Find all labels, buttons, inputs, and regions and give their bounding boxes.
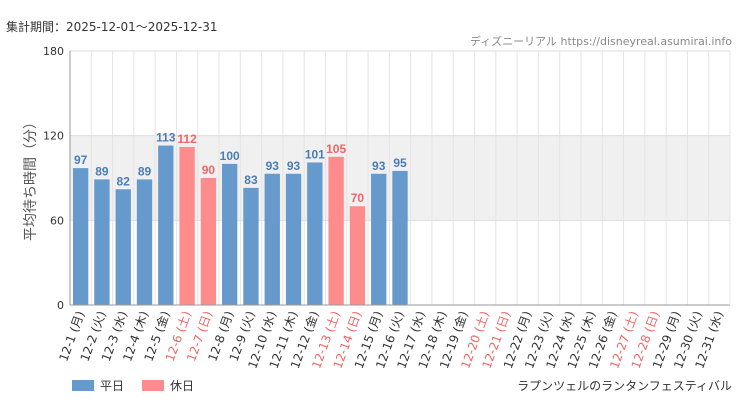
attraction-name: ラプンツェルのランタンフェスティバル	[517, 379, 732, 393]
legend-label-holiday: 休日	[170, 379, 195, 393]
bar	[158, 145, 174, 305]
bar	[94, 179, 110, 305]
y-tick-label: 60	[50, 214, 64, 227]
data-label: 93	[266, 159, 280, 173]
data-label: 105	[326, 142, 346, 156]
source-credit: ディズニーリアル https://disneyreal.asumirai.inf…	[469, 35, 732, 48]
bar	[136, 179, 153, 305]
bar	[115, 189, 131, 305]
data-label: 100	[220, 149, 240, 163]
data-label: 70	[351, 191, 365, 205]
data-label: 82	[117, 174, 131, 188]
y-axis-label: 平均待ち時間（分）	[23, 115, 39, 241]
bar	[371, 173, 387, 305]
bar	[72, 168, 89, 305]
period-label: 集計期間：2025-12-01～2025-12-31	[6, 20, 218, 34]
legend: 平日 休日	[72, 377, 212, 394]
bar	[264, 173, 280, 305]
data-label: 112	[177, 132, 197, 146]
data-label: 113	[156, 131, 176, 145]
data-label: 90	[202, 163, 216, 177]
bar	[179, 146, 195, 305]
data-label: 93	[372, 159, 386, 173]
data-label: 97	[74, 153, 88, 167]
data-label: 89	[95, 164, 109, 178]
data-label: 95	[393, 156, 407, 170]
bar	[243, 187, 259, 305]
legend-item-holiday: 休日	[142, 377, 194, 394]
bar	[307, 162, 323, 305]
bar	[349, 206, 366, 305]
data-label: 83	[244, 173, 258, 187]
bar	[222, 163, 238, 305]
bar	[392, 170, 408, 305]
legend-item-weekday: 平日	[72, 377, 124, 394]
y-tick-label: 0	[57, 299, 64, 312]
bar	[328, 156, 344, 305]
legend-swatch-weekday	[72, 380, 94, 391]
y-tick-label: 120	[43, 130, 64, 143]
legend-label-weekday: 平日	[100, 379, 125, 393]
legend-swatch-holiday	[142, 380, 165, 391]
y-tick-label: 180	[43, 45, 64, 58]
bar	[285, 173, 302, 305]
data-label: 93	[287, 159, 301, 173]
bar	[200, 178, 217, 305]
data-label: 89	[138, 164, 152, 178]
data-label: 101	[305, 147, 325, 161]
